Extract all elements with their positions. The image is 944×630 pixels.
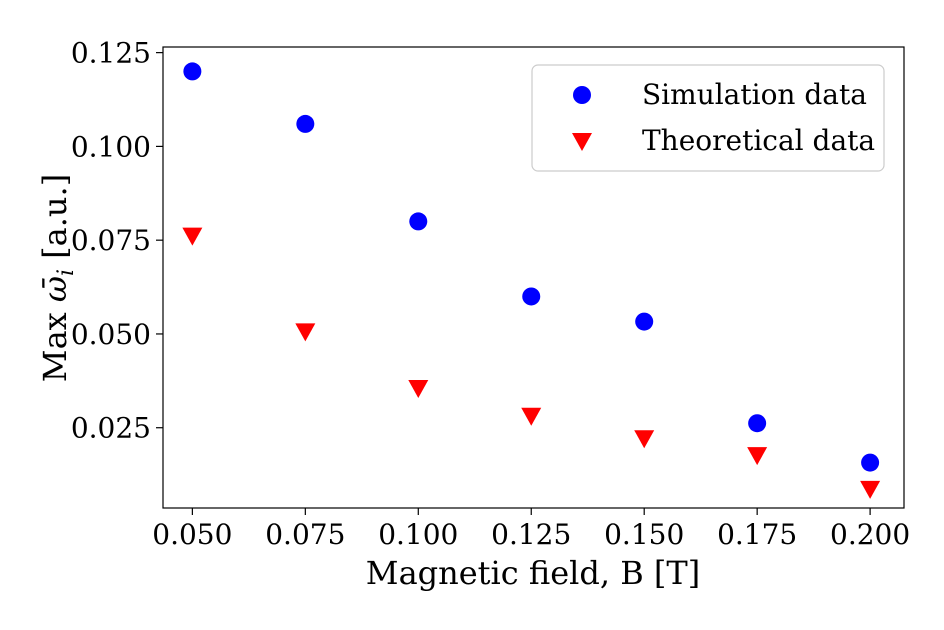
legend-box (531, 64, 885, 172)
simulation-point (522, 287, 541, 306)
theoretical-point (295, 323, 316, 342)
x-tick-label: 0.100 (378, 518, 458, 551)
data-points (182, 62, 881, 499)
x-tick-label: 0.175 (717, 518, 797, 551)
legend-label-theoretical: Theoretical data (642, 124, 875, 157)
simulation-point (409, 212, 428, 231)
simulation-point (183, 62, 202, 81)
legend-marker-simulation (573, 86, 591, 104)
theoretical-point (182, 227, 203, 246)
x-tick-label: 0.150 (604, 518, 684, 551)
simulation-point (296, 114, 315, 133)
y-tick-label: 0.050 (71, 318, 151, 351)
plot-frame (162, 46, 905, 509)
y-tick-label: 0.075 (71, 224, 151, 257)
y-tick-label: 0.100 (71, 130, 151, 163)
simulation-point (748, 414, 767, 433)
y-axis-label-prefix: Max (36, 302, 74, 382)
x-axis-label: Magnetic field, B [T] (366, 554, 700, 592)
theoretical-point (860, 480, 881, 499)
x-tick-label: 0.050 (152, 518, 232, 551)
legend-marker-theoretical (572, 133, 592, 151)
legend: Simulation data Theoretical data (531, 64, 885, 172)
theoretical-point (747, 447, 768, 466)
x-axis: 0.050 0.075 0.100 0.125 0.150 0.175 0.200 (152, 508, 910, 551)
x-tick-label: 0.075 (265, 518, 345, 551)
y-tick-label: 0.125 (71, 37, 151, 70)
legend-label-simulation: Simulation data (642, 78, 867, 111)
y-axis: 0.025 0.050 0.075 0.100 0.125 (71, 37, 163, 445)
x-tick-label: 0.200 (830, 518, 910, 551)
simulation-point (635, 312, 654, 331)
y-axis-label: Max ω̄i [a.u.] (36, 174, 79, 382)
simulation-point (861, 453, 880, 472)
y-axis-label-subscript: i (54, 269, 79, 276)
theoretical-point (521, 407, 542, 426)
x-tick-label: 0.125 (491, 518, 571, 551)
theoretical-point (408, 379, 429, 398)
theoretical-point (634, 430, 655, 449)
y-axis-label-symbol: ω̄ (36, 276, 74, 302)
y-tick-label: 0.025 (71, 412, 151, 445)
y-axis-label-suffix: [a.u.] (36, 174, 74, 269)
